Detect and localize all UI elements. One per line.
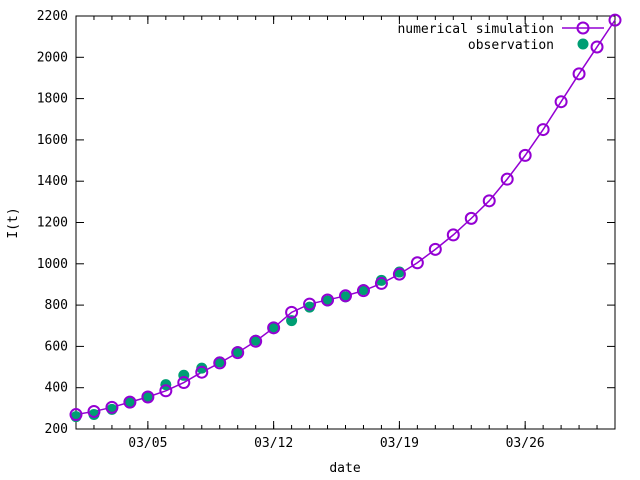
simulation-point bbox=[590, 40, 604, 54]
x-tick-label: 03/12 bbox=[254, 436, 293, 451]
simulation-point bbox=[303, 297, 317, 311]
x-axis-label: date bbox=[329, 461, 360, 476]
simulation-point bbox=[608, 13, 622, 27]
y-tick-label: 2200 bbox=[37, 9, 68, 24]
y-tick-label: 2000 bbox=[37, 50, 68, 65]
simulation-point bbox=[500, 172, 514, 186]
observation-point bbox=[142, 391, 154, 403]
legend-swatch-circle bbox=[576, 21, 590, 35]
observation-point bbox=[124, 396, 136, 408]
legend-label-observation: observation bbox=[468, 38, 554, 53]
plot-area-border bbox=[75, 15, 616, 430]
y-tick-label: 1200 bbox=[37, 216, 68, 231]
y-tick-label: 1000 bbox=[37, 257, 68, 272]
y-tick-label: 400 bbox=[45, 381, 68, 396]
x-tick-label: 03/05 bbox=[128, 436, 167, 451]
simulation-point bbox=[410, 256, 424, 270]
y-tick-label: 200 bbox=[45, 422, 68, 437]
simulation-point bbox=[213, 356, 227, 370]
legend-label-simulation: numerical simulation bbox=[397, 22, 554, 37]
simulation-point bbox=[321, 293, 335, 307]
simulation-point bbox=[87, 404, 101, 418]
y-tick-label: 600 bbox=[45, 339, 68, 354]
simulation-point bbox=[446, 228, 460, 242]
simulation-point bbox=[536, 123, 550, 137]
simulation-point bbox=[123, 395, 137, 409]
x-tick-label: 03/19 bbox=[380, 436, 419, 451]
simulation-point bbox=[141, 390, 155, 404]
simulation-point bbox=[392, 267, 406, 281]
simulation-point bbox=[356, 284, 370, 298]
y-tick-label: 1400 bbox=[37, 174, 68, 189]
simulation-point bbox=[177, 376, 191, 390]
simulation-point bbox=[69, 408, 83, 422]
simulation-point bbox=[374, 276, 388, 290]
simulation-point bbox=[428, 242, 442, 256]
simulation-point bbox=[518, 148, 532, 162]
y-tick-label: 1800 bbox=[37, 92, 68, 107]
simulation-point bbox=[195, 365, 209, 379]
y-tick-label: 1600 bbox=[37, 133, 68, 148]
simulation-point bbox=[572, 67, 586, 81]
x-tick-label: 03/26 bbox=[506, 436, 545, 451]
series bbox=[69, 13, 622, 423]
simulation-point bbox=[339, 289, 352, 303]
simulation-point bbox=[159, 384, 173, 398]
simulation-line bbox=[75, 19, 616, 416]
y-tick-label: 800 bbox=[45, 298, 68, 313]
simulation-point bbox=[249, 334, 263, 348]
simulation-point bbox=[464, 211, 478, 225]
simulation-point bbox=[285, 305, 299, 319]
y-axis-label: I(t) bbox=[6, 207, 21, 238]
simulation-point bbox=[554, 95, 568, 109]
simulation-point bbox=[482, 194, 496, 208]
legend-swatch-dot bbox=[577, 38, 589, 50]
axis-ticks: 200 400 600 800 1000 1200 1400 1600 1800 2000 2200… bbox=[37, 9, 616, 451]
simulation-point bbox=[267, 321, 281, 335]
simulation-point bbox=[105, 400, 119, 414]
observation-point bbox=[196, 362, 208, 374]
observation-point bbox=[268, 322, 280, 334]
simulation-point bbox=[231, 346, 245, 360]
